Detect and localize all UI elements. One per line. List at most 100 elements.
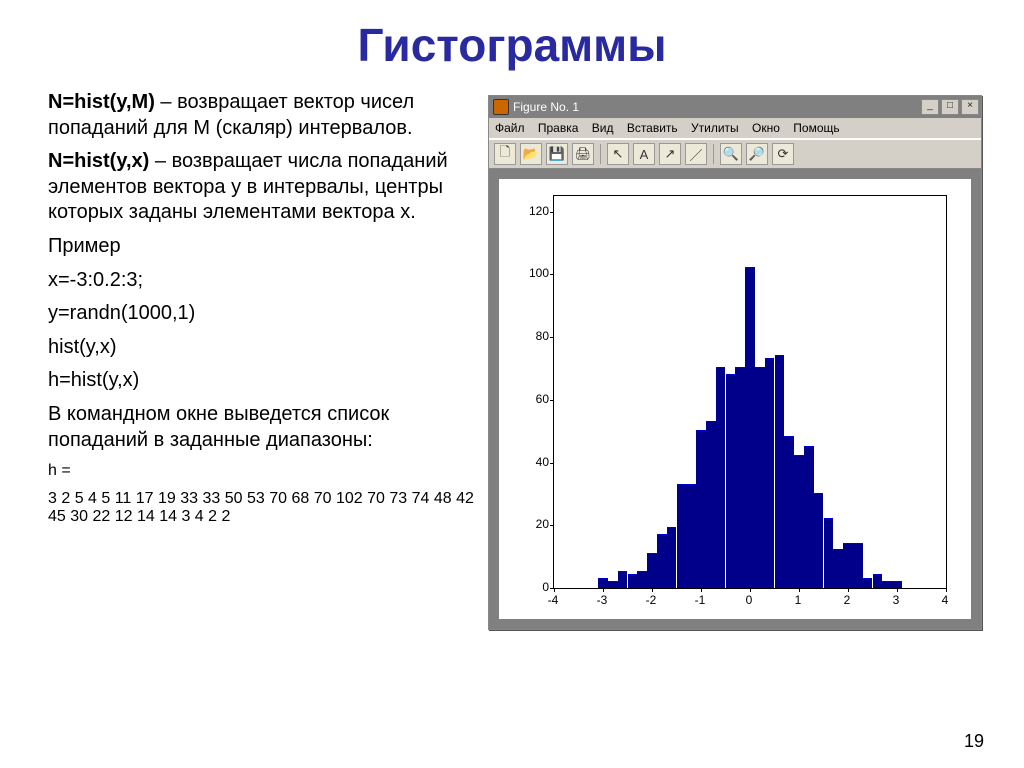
matlab-icon bbox=[493, 99, 509, 115]
toolbar-separator bbox=[600, 144, 601, 164]
x-tick-label: 1 bbox=[795, 593, 802, 607]
histogram-bar bbox=[863, 578, 873, 588]
y-tick-label: 80 bbox=[449, 329, 549, 343]
histogram-bar bbox=[628, 574, 638, 588]
x-tick-label: -1 bbox=[695, 593, 706, 607]
page-number: 19 bbox=[964, 731, 984, 752]
text-column: N=hist(y,M) – возвращает вектор чисел по… bbox=[48, 90, 478, 534]
menu-edit[interactable]: Правка bbox=[538, 121, 579, 135]
func1-name: N=hist(y,M) bbox=[48, 91, 155, 113]
h-label: h = bbox=[48, 461, 478, 481]
histogram-bar bbox=[647, 553, 657, 588]
figure-window: Figure No. 1 _ □ × Файл Правка Вид Встав… bbox=[488, 95, 982, 630]
result-text: В командном окне выведется список попада… bbox=[48, 402, 478, 453]
x-tick-label: 3 bbox=[893, 593, 900, 607]
histogram-bar bbox=[726, 374, 736, 588]
histogram-bar bbox=[637, 571, 647, 588]
menu-window[interactable]: Окно bbox=[752, 121, 780, 135]
histogram-bar bbox=[882, 581, 892, 588]
zoom-in-icon[interactable]: 🔍 bbox=[720, 143, 742, 165]
y-tick-label: 40 bbox=[449, 455, 549, 469]
histogram-bar bbox=[784, 436, 794, 588]
x-tick bbox=[701, 588, 702, 592]
x-tick bbox=[848, 588, 849, 592]
toolbar: 🗋 📂 💾 🖨 ↖ A ↗ ／ 🔍 🔎 ⟳ bbox=[489, 139, 981, 169]
code-line-2: y=randn(1000,1) bbox=[48, 301, 478, 327]
histogram-bar bbox=[735, 367, 745, 588]
y-tick bbox=[550, 274, 554, 275]
maximize-button[interactable]: □ bbox=[941, 99, 959, 115]
x-tick bbox=[897, 588, 898, 592]
close-button[interactable]: × bbox=[961, 99, 979, 115]
x-tick-label: -4 bbox=[548, 593, 559, 607]
minimize-button[interactable]: _ bbox=[921, 99, 939, 115]
print-icon[interactable]: 🖨 bbox=[572, 143, 594, 165]
window-title: Figure No. 1 bbox=[513, 100, 921, 114]
histogram-axes bbox=[553, 195, 947, 589]
y-tick bbox=[550, 463, 554, 464]
y-tick bbox=[550, 525, 554, 526]
histogram-bar bbox=[833, 549, 843, 588]
histogram-bar bbox=[853, 543, 863, 588]
window-titlebar: Figure No. 1 _ □ × bbox=[489, 96, 981, 118]
histogram-bar bbox=[706, 421, 716, 588]
histogram-bar bbox=[657, 534, 667, 588]
histogram-bar bbox=[804, 446, 814, 588]
histogram-bar bbox=[667, 527, 677, 588]
y-tick-label: 60 bbox=[449, 392, 549, 406]
histogram-bar bbox=[598, 578, 608, 588]
histogram-bar bbox=[745, 267, 755, 588]
example-label: Пример bbox=[48, 234, 478, 260]
func2-name: N=hist(y,x) bbox=[48, 150, 149, 172]
line-icon[interactable]: ／ bbox=[685, 143, 707, 165]
x-tick bbox=[554, 588, 555, 592]
histogram-bar bbox=[873, 574, 883, 588]
histogram-bar bbox=[892, 581, 902, 588]
y-tick bbox=[550, 400, 554, 401]
x-tick-label: -2 bbox=[646, 593, 657, 607]
code-line-3: hist(y,x) bbox=[48, 335, 478, 361]
histogram-bar bbox=[686, 484, 696, 588]
histogram-bar bbox=[716, 367, 726, 588]
menu-view[interactable]: Вид bbox=[592, 121, 614, 135]
zoom-out-icon[interactable]: 🔎 bbox=[746, 143, 768, 165]
page-title: Гистограммы bbox=[0, 0, 1024, 78]
y-tick-label: 20 bbox=[449, 517, 549, 531]
y-tick-label: 120 bbox=[449, 204, 549, 218]
menu-bar: Файл Правка Вид Вставить Утилиты Окно По… bbox=[489, 118, 981, 139]
histogram-bar bbox=[755, 367, 765, 588]
arrow-icon[interactable]: ↗ bbox=[659, 143, 681, 165]
histogram-bar bbox=[794, 455, 804, 588]
x-tick-label: 2 bbox=[844, 593, 851, 607]
histogram-bar bbox=[696, 430, 706, 588]
text-icon[interactable]: A bbox=[633, 143, 655, 165]
rotate-icon[interactable]: ⟳ bbox=[772, 143, 794, 165]
pointer-icon[interactable]: ↖ bbox=[607, 143, 629, 165]
new-icon[interactable]: 🗋 bbox=[494, 143, 516, 165]
code-line-4: h=hist(y,x) bbox=[48, 368, 478, 394]
menu-insert[interactable]: Вставить bbox=[627, 121, 678, 135]
menu-help[interactable]: Помощь bbox=[793, 121, 839, 135]
histogram-bar bbox=[843, 543, 853, 588]
open-icon[interactable]: 📂 bbox=[520, 143, 542, 165]
histogram-bar bbox=[775, 355, 785, 588]
menu-file[interactable]: Файл bbox=[495, 121, 525, 135]
y-tick bbox=[550, 212, 554, 213]
x-tick bbox=[652, 588, 653, 592]
histogram-bar bbox=[824, 518, 834, 588]
x-tick-label: 0 bbox=[746, 593, 753, 607]
y-tick-label: 100 bbox=[449, 266, 549, 280]
code-line-1: x=-3:0.2:3; bbox=[48, 268, 478, 294]
x-tick bbox=[750, 588, 751, 592]
menu-utilities[interactable]: Утилиты bbox=[691, 121, 739, 135]
x-tick-label: 4 bbox=[942, 593, 949, 607]
y-tick-label: 0 bbox=[449, 580, 549, 594]
x-tick bbox=[946, 588, 947, 592]
toolbar-separator bbox=[713, 144, 714, 164]
x-tick-label: -3 bbox=[597, 593, 608, 607]
save-icon[interactable]: 💾 bbox=[546, 143, 568, 165]
y-tick bbox=[550, 337, 554, 338]
histogram-bar bbox=[608, 581, 618, 588]
histogram-bar bbox=[677, 484, 687, 588]
plot-area: 020406080100120-4-3-2-101234 bbox=[499, 179, 971, 619]
